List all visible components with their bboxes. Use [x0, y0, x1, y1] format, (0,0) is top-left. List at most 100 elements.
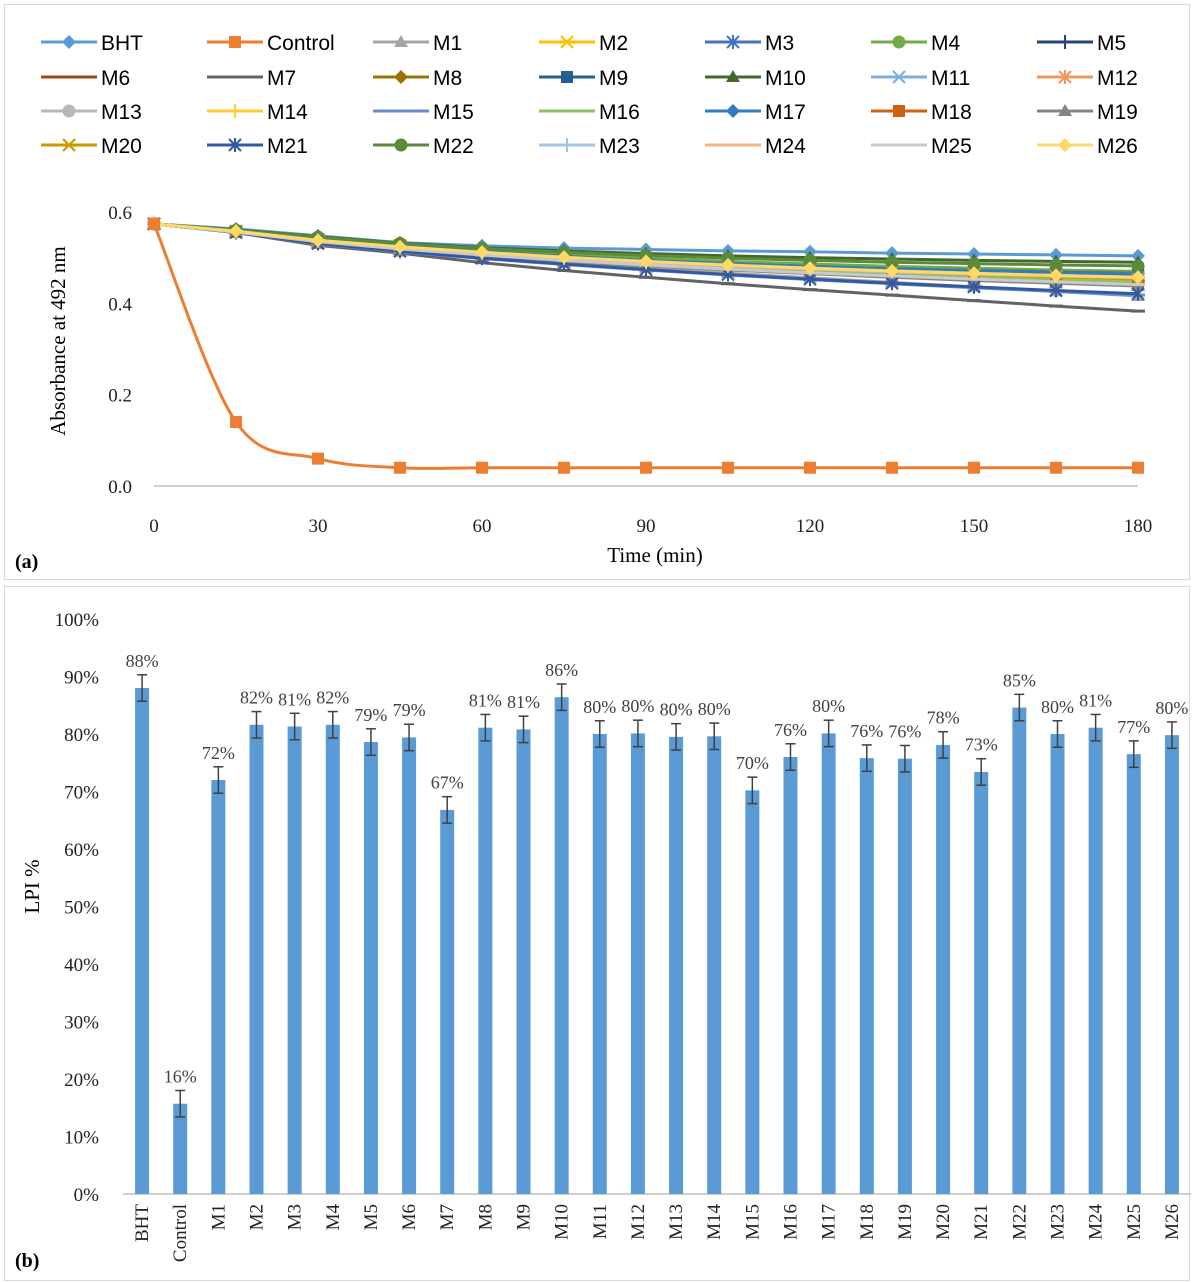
bar [1050, 734, 1065, 1194]
x-tick-label: M10 [552, 1204, 573, 1240]
bar [974, 771, 989, 1194]
data-point [803, 288, 817, 292]
line-chart: BHT Control M1 M2 M3 M4 M5 M6 M7 M8 M9 M10 M11 M12 M13… [15, 32, 1152, 573]
data-label: 85% [1003, 670, 1036, 690]
legend-label: M12 [1097, 67, 1138, 90]
x-tick-label: 150 [960, 516, 989, 537]
series-control [148, 217, 1144, 474]
legend-marker [726, 143, 740, 147]
error-bar [861, 744, 872, 773]
legend-marker [892, 143, 906, 147]
data-point [229, 224, 243, 239]
data-point [1131, 270, 1145, 285]
legend-marker [229, 36, 241, 48]
bar-group-m15: 70% M15 [736, 753, 769, 1240]
legend-marker [1058, 70, 1072, 84]
bar [1012, 707, 1027, 1194]
legend-label: BHT [101, 32, 143, 55]
legend-label: M19 [1097, 101, 1138, 124]
legend-label: M11 [931, 67, 970, 90]
legend-label: M26 [1097, 135, 1138, 158]
bar-group-m9: 81% M9 [507, 692, 540, 1230]
x-tick-label: M25 [1124, 1204, 1145, 1240]
legend-marker [228, 75, 242, 79]
y-tick-label: 0.4 [108, 294, 132, 315]
legend-entry-m21: M21 [207, 135, 308, 158]
data-point [967, 299, 981, 303]
bar [363, 742, 378, 1194]
x-tick-label: 90 [637, 516, 656, 537]
y-tick-label: 40% [64, 955, 99, 976]
data-label: 80% [1155, 698, 1188, 718]
bar [897, 758, 912, 1194]
error-bar [442, 795, 453, 824]
legend-label: M23 [599, 135, 640, 158]
data-label: 82% [316, 688, 349, 708]
data-point [804, 461, 816, 474]
y-tick-label: 10% [64, 1128, 99, 1149]
legend-entry-m9: M9 [539, 67, 628, 90]
data-point [886, 461, 898, 474]
x-tick-label: M22 [1009, 1204, 1030, 1240]
y-axis-title: LPI % [20, 859, 44, 913]
legend-entry-m23: M23 [539, 135, 640, 158]
legend-entry-m20: M20 [41, 135, 142, 158]
bar [669, 736, 684, 1194]
data-label: 80% [660, 700, 693, 720]
x-tick-label: M2 [247, 1204, 268, 1230]
bar-group-m2: 82% M2 [240, 688, 273, 1231]
panel-label-b: (b) [15, 1250, 39, 1272]
bar-group-control: 16% Control [164, 1067, 197, 1263]
legend-label: M6 [101, 67, 130, 90]
legend-marker [62, 35, 76, 49]
legend-marker [726, 104, 740, 118]
data-point [885, 293, 899, 297]
bar-group-m10: 86% M10 [545, 660, 578, 1240]
data-point [394, 461, 406, 474]
error-bar [1052, 720, 1063, 748]
x-tick-label: M18 [857, 1204, 878, 1240]
x-tick-label: 0 [149, 516, 159, 537]
x-tick-label: M12 [628, 1204, 649, 1240]
bar [135, 688, 150, 1194]
data-label: 80% [812, 696, 845, 716]
error-bar [899, 744, 910, 773]
data-label: 80% [698, 699, 731, 719]
legend-label: M5 [1097, 32, 1126, 55]
data-point [1131, 309, 1145, 313]
x-tick-label: M16 [781, 1204, 802, 1240]
legend-label: M4 [931, 32, 960, 55]
bar [478, 727, 493, 1194]
data-label: 81% [507, 692, 540, 712]
bar [630, 733, 645, 1194]
error-bar [327, 710, 338, 739]
bar-group-m19: 76% M19 [888, 722, 921, 1240]
data-point [967, 279, 981, 294]
bar-group-m26: 80% M26 [1155, 698, 1188, 1240]
bar [325, 724, 340, 1194]
legend-marker [394, 35, 408, 47]
data-label: 79% [354, 705, 387, 725]
data-point [721, 282, 735, 286]
legend-entry-m7: M7 [207, 67, 296, 90]
bar [1088, 727, 1103, 1194]
legend-entry-m16: M16 [539, 101, 640, 124]
data-point [1049, 258, 1063, 272]
legend-entry-m26: M26 [1037, 135, 1138, 158]
chart-panel-a: BHT Control M1 M2 M3 M4 M5 M6 M7 M8 M9 M10 M11 M12 M13… [4, 4, 1190, 580]
x-tick-label: M11 [590, 1204, 611, 1239]
legend-entry-m14: M14 [207, 101, 308, 124]
data-label: 82% [240, 688, 273, 708]
data-point [557, 250, 571, 265]
legend-marker [560, 109, 574, 113]
bar-group-m1: 72% M1 [202, 743, 235, 1231]
panel-label-a: (a) [15, 551, 38, 573]
legend-label: M21 [267, 135, 308, 158]
bar-group-m25: 77% M25 [1117, 717, 1150, 1240]
error-bar [518, 715, 529, 744]
y-tick-label: 90% [64, 668, 99, 689]
bar [554, 697, 569, 1194]
legend-entry-m5: M5 [1037, 32, 1126, 55]
data-point [311, 233, 325, 248]
legend-entry-m15: M15 [373, 101, 474, 124]
